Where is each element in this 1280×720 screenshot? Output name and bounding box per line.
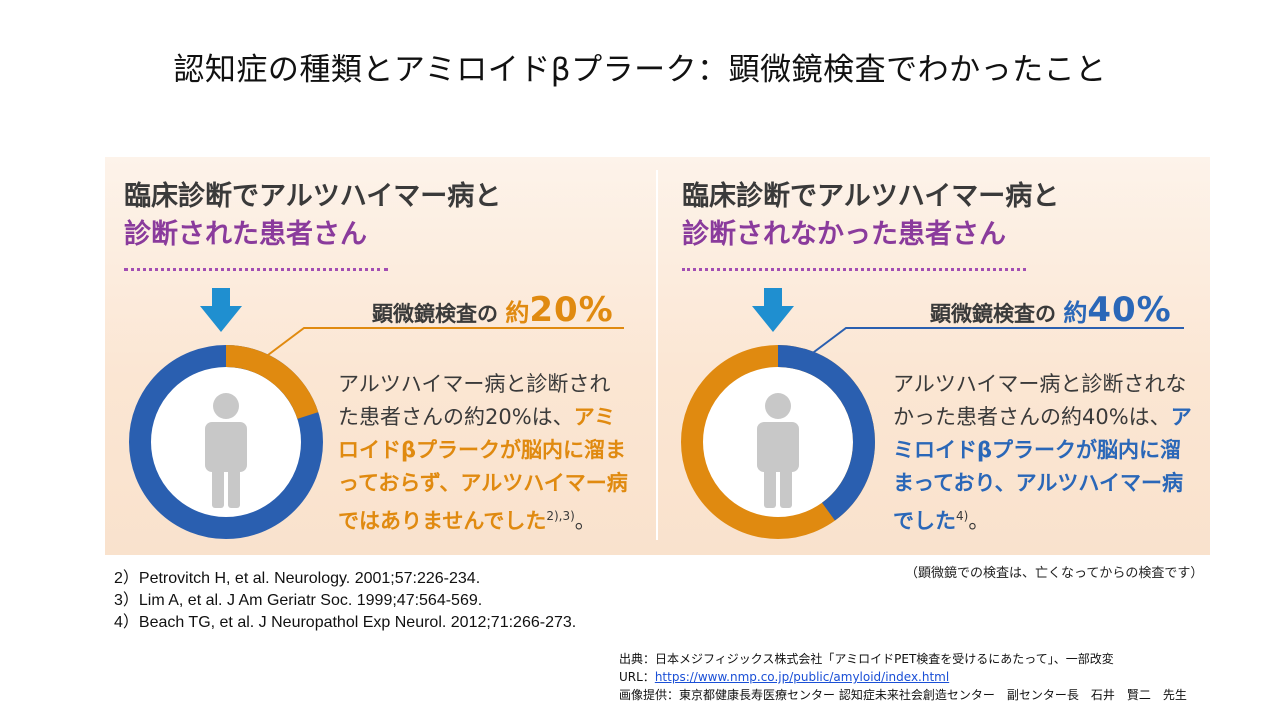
right-heading: 臨床診断でアルツハイマー病と 診断されなかった患者さん — [682, 178, 1059, 254]
left-desc-ref: 2),3) — [546, 509, 575, 523]
right-pct-value: 40% — [1087, 290, 1172, 330]
left-dotted-underline — [124, 268, 388, 271]
left-heading: 臨床診断でアルツハイマー病と 診断された患者さん — [124, 178, 501, 254]
reference-item: 4）Beach TG, et al. J Neuropathol Exp Neu… — [114, 614, 577, 631]
source-url-line: URL：https://www.nmp.co.jp/public/amyloid… — [619, 668, 1187, 686]
reference-item: 3）Lim A, et al. J Am Geriatr Soc. 1999;4… — [114, 592, 483, 609]
right-desc-end: 。 — [968, 509, 990, 533]
source-credits: 出典：日本メジフィジックス株式会社「アミロイドPET検査を受けるにあたって」、一… — [619, 650, 1187, 704]
image-credit-line: 画像提供：東京都健康長寿医療センター 認知症未来社会創造センター 副センター長 … — [619, 688, 1187, 702]
right-pct-prefix: 顕微鏡検査の — [930, 302, 1056, 326]
left-desc-highlight: アミロイドβプラークが脳内に溜まっておらず、アルツハイマー病ではありませんでした — [338, 405, 628, 533]
left-pct-value: 20% — [529, 290, 614, 330]
left-pct-approx: 約 — [505, 299, 530, 327]
panel-divider — [656, 170, 658, 540]
source-url-label: URL： — [619, 670, 655, 684]
down-arrow-icon — [200, 288, 242, 332]
left-heading-line1: 臨床診断でアルツハイマー病と — [124, 181, 502, 212]
left-donut-chart — [129, 345, 323, 539]
right-donut-chart — [681, 345, 875, 539]
right-desc-highlight: アミロイドβプラークが脳内に溜まっており、アルツハイマー病でした — [893, 405, 1192, 533]
left-desc-normal: アルツハイマー病と診断された患者さんの約20%は、 — [338, 372, 611, 429]
reference-item: 2）Petrovitch H, et al. Neurology. 2001;5… — [114, 570, 481, 587]
left-heading-line2: 診断された患者さん — [124, 219, 367, 250]
examination-note: （顕微鏡での検査は、亡くなってからの検査です） — [905, 566, 1204, 581]
references-list: 2）Petrovitch H, et al. Neurology. 2001;5… — [114, 568, 576, 634]
right-heading-line2: 診断されなかった患者さん — [682, 219, 1006, 250]
person-icon — [205, 393, 247, 508]
right-desc-normal: アルツハイマー病と診断されなかった患者さんの約40%は、 — [893, 372, 1187, 429]
left-pct-prefix: 顕微鏡検査の — [372, 302, 498, 326]
right-percentage-label: 顕微鏡検査の 約40% — [930, 290, 1172, 330]
right-desc-ref: 4) — [956, 509, 969, 523]
right-pct-approx: 約 — [1063, 299, 1088, 327]
left-percentage-label: 顕微鏡検査の 約20% — [372, 290, 614, 330]
right-description: アルツハイマー病と診断されなかった患者さんの約40%は、アミロイドβプラークが脳… — [893, 368, 1193, 538]
page-title: 認知症の種類とアミロイドβプラーク：顕微鏡検査でわかったこと — [173, 52, 1107, 88]
left-desc-end: 。 — [574, 509, 596, 533]
source-url-link[interactable]: https://www.nmp.co.jp/public/amyloid/ind… — [654, 670, 950, 684]
right-dotted-underline — [682, 268, 1026, 271]
right-callout-line — [809, 327, 1184, 356]
left-description: アルツハイマー病と診断された患者さんの約20%は、アミロイドβプラークが脳内に溜… — [338, 368, 628, 538]
left-donut-segment — [129, 345, 323, 539]
down-arrow-icon — [752, 288, 794, 332]
right-donut-segment — [681, 345, 875, 539]
left-callout-line — [267, 327, 624, 356]
source-line: 出典：日本メジフィジックス株式会社「アミロイドPET検査を受けるにあたって」、一… — [619, 652, 1114, 666]
person-icon — [757, 393, 799, 508]
right-heading-line1: 臨床診断でアルツハイマー病と — [682, 181, 1060, 212]
